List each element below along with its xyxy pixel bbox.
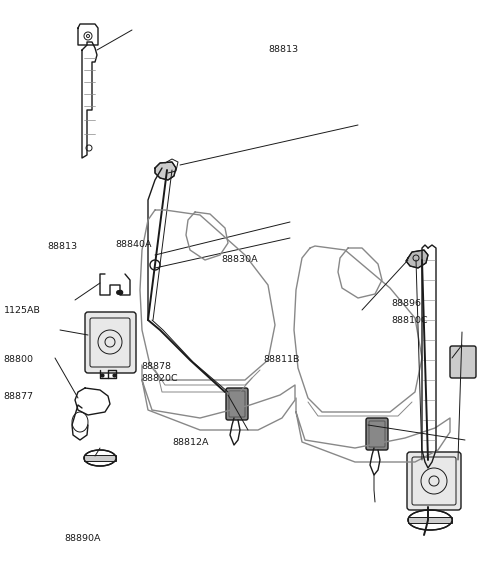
FancyBboxPatch shape — [450, 346, 476, 378]
Text: 88820C: 88820C — [142, 374, 178, 383]
Polygon shape — [155, 162, 176, 180]
Text: 88813: 88813 — [47, 242, 77, 251]
Polygon shape — [406, 250, 428, 268]
Text: 1125AB: 1125AB — [4, 306, 41, 315]
Text: 88890A: 88890A — [65, 534, 101, 543]
FancyBboxPatch shape — [226, 388, 248, 420]
Text: 88811B: 88811B — [263, 355, 300, 365]
Text: 88812A: 88812A — [173, 438, 209, 447]
Text: 88813: 88813 — [269, 45, 299, 54]
Text: 88830A: 88830A — [222, 255, 258, 264]
Polygon shape — [408, 517, 452, 523]
Text: 88877: 88877 — [4, 392, 34, 401]
FancyBboxPatch shape — [366, 418, 388, 450]
Text: 88840A: 88840A — [115, 240, 152, 249]
Text: 88878: 88878 — [142, 362, 172, 371]
Text: 88896: 88896 — [392, 299, 421, 308]
Polygon shape — [84, 455, 116, 461]
Text: 88810C: 88810C — [392, 316, 428, 325]
Text: 88800: 88800 — [4, 355, 34, 365]
FancyBboxPatch shape — [85, 312, 136, 373]
FancyBboxPatch shape — [407, 452, 461, 510]
